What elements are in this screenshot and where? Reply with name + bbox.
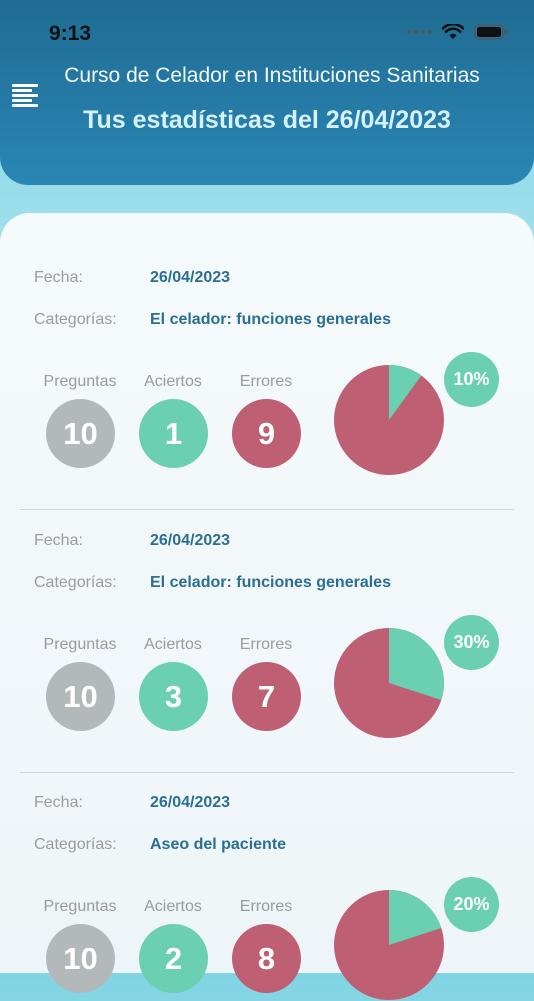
status-icons [407, 24, 508, 40]
categorias-label: Categorías: [34, 836, 117, 853]
score-pie [334, 890, 444, 1000]
preguntas-label: Preguntas [43, 898, 117, 915]
percentage-badge: 20% [444, 877, 499, 932]
divider [20, 509, 514, 510]
categoria-value: Aseo del paciente [150, 836, 287, 853]
aciertos-label: Aciertos [144, 373, 202, 390]
categorias-label: Categorías: [34, 574, 117, 591]
errores-label: Errores [239, 373, 293, 390]
aciertos-count: 2 [139, 924, 208, 993]
pie-correct-slice [389, 890, 442, 945]
pie-correct-slice [389, 365, 422, 420]
stat-entry: Fecha: 26/04/2023 Categorías: Aseo del p… [0, 739, 534, 1001]
errores-count: 8 [232, 924, 301, 993]
percentage-badge: 30% [444, 615, 499, 670]
app-title: Curso de Celador en Instituciones Sanita… [64, 64, 480, 87]
preguntas-count: 10 [46, 662, 115, 731]
fecha-label: Fecha: [34, 532, 83, 549]
stats-title: Tus estadísticas del 26/04/2023 [83, 106, 451, 134]
categorias-label: Categorías: [34, 311, 117, 328]
wifi-icon [442, 24, 464, 39]
fecha-label: Fecha: [34, 269, 83, 286]
divider [20, 772, 514, 773]
preguntas-label: Preguntas [43, 636, 117, 653]
battery-icon [474, 24, 507, 40]
preguntas-count: 10 [46, 924, 115, 993]
errores-label: Errores [239, 636, 293, 653]
errores-label: Errores [239, 898, 293, 915]
aciertos-label: Aciertos [144, 898, 202, 915]
fecha-label: Fecha: [34, 794, 83, 811]
categoria-value: El celador: funciones generales [150, 311, 391, 328]
app-header: 9:13 Curso de Celador en Instituciones S… [0, 0, 534, 185]
preguntas-label: Preguntas [43, 373, 117, 390]
aciertos-count: 3 [139, 662, 208, 731]
menu-icon[interactable] [12, 84, 38, 108]
score-pie [334, 365, 444, 475]
aciertos-label: Aciertos [144, 636, 202, 653]
errores-count: 9 [232, 399, 301, 468]
preguntas-count: 10 [46, 399, 115, 468]
fecha-value: 26/04/2023 [150, 532, 231, 549]
categoria-value: El celador: funciones generales [150, 574, 391, 591]
percentage-badge: 10% [444, 352, 499, 407]
stats-panel[interactable]: Fecha: 26/04/2023 Categorías: El celador… [0, 213, 534, 1000]
pie-correct-slice [389, 628, 444, 700]
errores-count: 7 [232, 662, 301, 731]
score-pie [334, 628, 444, 738]
fecha-value: 26/04/2023 [150, 269, 231, 286]
aciertos-count: 1 [139, 399, 208, 468]
stat-entry: Fecha: 26/04/2023 Categorías: El celador… [0, 213, 534, 475]
stat-entry: Fecha: 26/04/2023 Categorías: El celador… [0, 476, 534, 738]
signal-icon [407, 30, 432, 34]
fecha-value: 26/04/2023 [150, 794, 231, 811]
status-time: 9:13 [49, 22, 92, 45]
